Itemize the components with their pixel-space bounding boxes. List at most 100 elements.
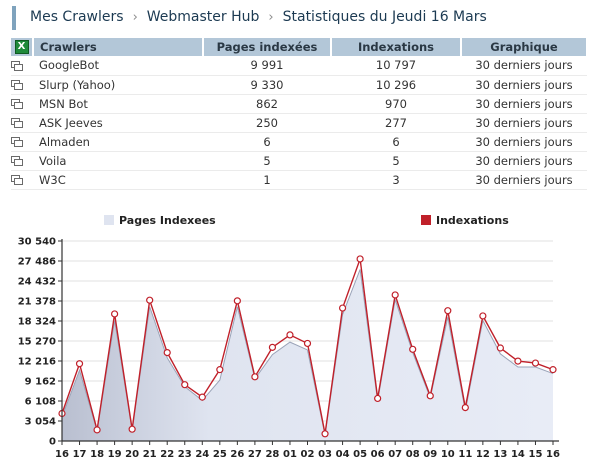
row-icon-cell [11,94,33,114]
table-body: GoogleBot 9 991 10 797 30 derniers jours… [11,56,587,190]
window-icon [11,99,23,109]
breadcrumb-trail: Mes Crawlers › Webmaster Hub › Statistiq… [30,9,487,25]
data-point-indexations [426,392,434,400]
x-tick-label: 24 [195,449,209,460]
pages-indexees-value: 862 [203,94,331,114]
x-tick-label: 23 [178,449,192,460]
window-icon [11,156,23,166]
data-point-indexations [268,343,277,351]
column-header-indexations[interactable]: Indexations [331,38,462,56]
legend-label-indexations: Indexations [436,214,509,227]
table-header-row: X Crawlers Pages indexées Indexations Gr… [11,38,588,56]
page-title: Statistiques du Jeudi 16 Mars [282,9,487,25]
x-tick-label: 16 [546,449,560,460]
row-icon-cell [11,151,33,171]
crawler-name: W3C [33,170,203,190]
column-header-graphique[interactable]: Graphique [461,38,588,56]
row-icon-cell [11,113,33,133]
chart-series [58,255,557,441]
pages-indexees-value: 9 330 [203,75,331,95]
y-tick-label: 24 432 [18,277,56,288]
y-tick-label: 30 540 [18,237,56,248]
data-point-indexations [198,393,206,401]
breadcrumb-separator: › [268,9,274,25]
graph-link[interactable]: 30 derniers jours [461,151,587,171]
row-icon-cell [11,75,33,95]
breadcrumb-link-mes-crawlers[interactable]: Mes Crawlers [30,9,124,25]
column-header-crawlers[interactable]: Crawlers [33,38,204,56]
x-tick-label: 17 [73,449,87,460]
breadcrumb-link-webmaster-hub[interactable]: Webmaster Hub [146,9,260,25]
data-point-indexations [391,291,399,299]
data-point-indexations [303,339,312,348]
excel-export-icon[interactable]: X [14,40,29,55]
pages-indexees-value: 250 [203,113,331,133]
data-point-indexations [549,366,557,374]
y-tick-label: 18 324 [18,317,56,328]
graph-link[interactable]: 30 derniers jours [461,56,587,76]
crawler-name: Almaden [33,132,203,152]
chart-legend: Pages Indexees Indexations [104,214,509,227]
crawler-name: GoogleBot [33,56,203,76]
x-tick-label: 02 [301,449,315,460]
data-point-indexations [233,297,241,305]
export-cell: X [11,38,34,56]
crawler-name: ASK Jeeves [33,113,203,133]
x-tick-label: 22 [160,449,174,460]
graph-link[interactable]: 30 derniers jours [461,170,587,190]
data-point-indexations [146,296,154,304]
window-icon [11,118,23,128]
x-tick-label: 11 [458,449,472,460]
breadcrumb-marker [12,6,16,30]
x-tick-label: 12 [476,449,490,460]
breadcrumb: Mes Crawlers › Webmaster Hub › Statistiq… [0,0,596,36]
x-tick-label: 20 [125,449,139,460]
y-tick-label: 15 270 [18,337,56,348]
crawler-name: Voila [33,151,203,171]
y-tick-label: 6 108 [25,397,56,408]
table-row: W3C 1 3 30 derniers jours [11,170,587,190]
column-header-pages-indexees[interactable]: Pages indexées [203,38,332,56]
graph-link[interactable]: 30 derniers jours [461,94,587,114]
window-icon [11,60,23,71]
pages-indexees-value: 5 [203,151,331,171]
graph-link[interactable]: 30 derniers jours [461,75,587,95]
pages-indexees-value: 6 [203,132,331,152]
data-point-indexations [286,331,294,339]
pages-indexees-value: 9 991 [203,56,331,76]
pages-indexees-value: 1 [203,170,331,190]
data-point-indexations [496,344,504,352]
data-point-indexations [444,307,452,315]
breadcrumb-separator: › [132,9,138,25]
x-tick-label: 08 [406,449,420,460]
table-row: Voila 5 5 30 derniers jours [11,151,587,171]
y-axis-ticks: 30 540 27 486 24 432 21 378 18 324 15 270 12 2… [18,237,62,448]
x-tick-label: 03 [318,449,332,460]
indexations-value: 6 [331,132,461,152]
x-tick-label: 26 [230,449,244,460]
data-point-indexations [514,357,522,365]
graph-link[interactable]: 30 derniers jours [461,132,587,152]
table-row: Almaden 6 6 30 derniers jours [11,132,587,152]
crawler-name: Slurp (Yahoo) [33,75,203,95]
indexations-value: 277 [331,113,461,133]
graph-link[interactable]: 30 derniers jours [461,113,587,133]
indexations-value: 10 296 [331,75,461,95]
indexations-value: 10 797 [331,56,461,76]
data-point-indexations [163,348,171,357]
x-tick-label: 06 [371,449,385,460]
indexations-value: 5 [331,151,461,171]
x-tick-label: 21 [143,449,157,460]
x-tick-label: 05 [353,449,367,460]
series-area-pages-indexees [62,269,553,441]
y-tick-label: 3 054 [25,417,56,428]
legend-label-pages-indexees: Pages Indexees [119,214,216,227]
x-tick-label: 13 [493,449,507,460]
x-tick-label: 04 [336,449,350,460]
crawlers-table: X Crawlers Pages indexées Indexations Gr… [11,38,588,190]
row-icon-cell [11,170,33,190]
x-tick-label: 27 [248,449,262,460]
legend-swatch-indexations [421,215,431,225]
data-point-indexations [461,404,469,412]
table-row: Slurp (Yahoo) 9 330 10 296 30 derniers j… [11,75,587,95]
